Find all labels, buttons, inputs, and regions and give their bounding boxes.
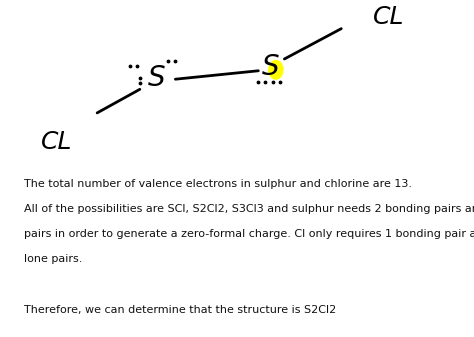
Text: CL: CL — [373, 5, 404, 29]
Text: Therefore, we can determine that the structure is S2Cl2: Therefore, we can determine that the str… — [24, 305, 336, 315]
Text: CL: CL — [41, 129, 73, 154]
Text: The total number of valence electrons in sulphur and chlorine are 13.: The total number of valence electrons in… — [24, 179, 412, 189]
Text: S: S — [261, 53, 279, 82]
Text: lone pairs.: lone pairs. — [24, 254, 82, 265]
Text: pairs in order to generate a zero-formal charge. Cl only requires 1 bonding pair: pairs in order to generate a zero-formal… — [24, 229, 474, 239]
Ellipse shape — [269, 61, 283, 79]
Text: All of the possibilities are SCl, S2Cl2, S3Cl3 and sulphur needs 2 bonding pairs: All of the possibilities are SCl, S2Cl2,… — [24, 204, 474, 214]
Text: S: S — [147, 63, 165, 92]
